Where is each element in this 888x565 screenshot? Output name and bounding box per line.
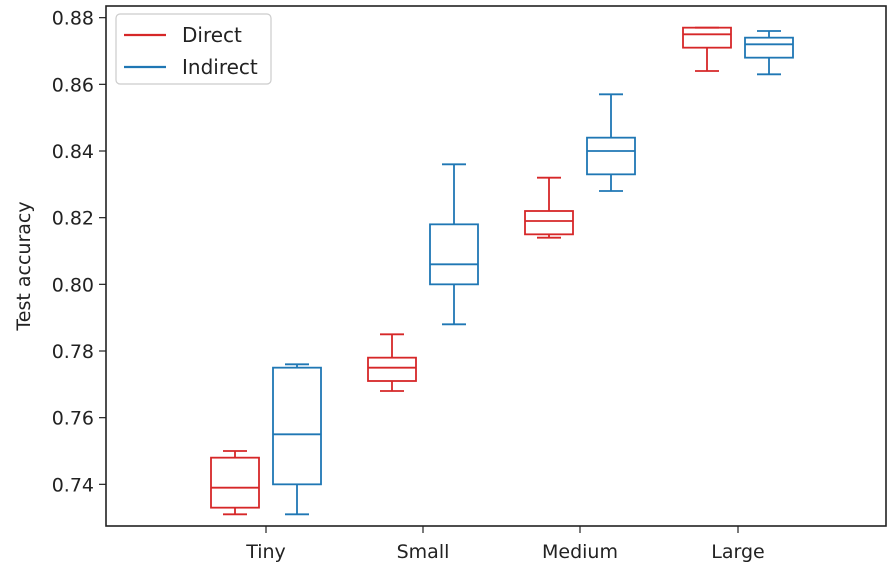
- y-tick-label: 0.82: [52, 208, 94, 230]
- y-tick-label: 0.76: [52, 408, 94, 430]
- box-body: [367, 356, 417, 382]
- box-body: [586, 136, 636, 176]
- plot-frame: [105, 5, 887, 527]
- y-axis: 0.74 0.76 0.78 0.80 0.82 0.84 0.86 0.88: [52, 8, 106, 496]
- box-indirect-small: [429, 163, 479, 326]
- legend-label-direct: Direct: [182, 23, 242, 47]
- box-body: [744, 36, 794, 59]
- y-tick-label: 0.86: [52, 74, 94, 96]
- y-tick-label: 0.78: [52, 341, 94, 363]
- box-direct-large: [682, 26, 732, 72]
- box-indirect-medium: [586, 93, 636, 192]
- box-body: [682, 26, 732, 49]
- x-tick-label: Large: [711, 541, 764, 563]
- box-body: [524, 210, 574, 236]
- plot-area: [105, 5, 887, 527]
- legend: Direct Indirect: [115, 13, 272, 85]
- x-axis: Tiny Small Medium Large: [245, 526, 765, 563]
- x-tick-label: Medium: [542, 541, 618, 563]
- box-direct-tiny: [210, 450, 260, 516]
- y-tick-label: 0.88: [52, 8, 94, 30]
- box-indirect-large: [744, 30, 794, 76]
- series-indirect: [272, 30, 794, 516]
- box-body: [272, 366, 322, 486]
- x-tick-label: Tiny: [245, 541, 286, 563]
- x-tick-label: Small: [397, 541, 450, 563]
- box-body: [429, 223, 479, 286]
- y-tick-label: 0.74: [52, 474, 94, 496]
- box-direct-small: [367, 333, 417, 392]
- series-direct: [210, 26, 732, 516]
- y-tick-label: 0.80: [52, 274, 94, 296]
- box-direct-medium: [524, 176, 574, 239]
- legend-label-indirect: Indirect: [182, 55, 258, 79]
- box-body: [210, 456, 260, 509]
- box-indirect-tiny: [272, 363, 322, 516]
- y-axis-label: Test accuracy: [13, 201, 35, 331]
- y-tick-label: 0.84: [52, 141, 94, 163]
